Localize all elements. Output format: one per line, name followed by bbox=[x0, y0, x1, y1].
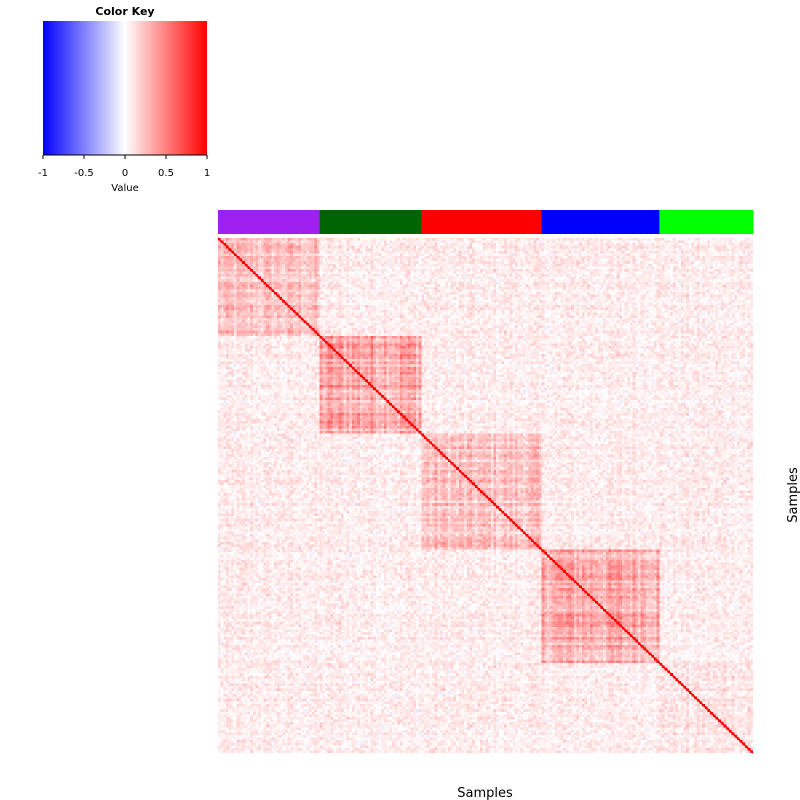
color-key-title: Color Key bbox=[95, 5, 154, 18]
x-axis-label: Samples bbox=[457, 786, 513, 800]
color-key-tick-label: -1 bbox=[38, 168, 48, 179]
sample-group-bar-3 bbox=[421, 210, 543, 234]
y-axis-label: Samples bbox=[786, 467, 800, 523]
color-key-gradient bbox=[43, 21, 207, 155]
color-key-tick-label: 1 bbox=[204, 168, 210, 179]
sample-group-bar-1 bbox=[218, 210, 321, 234]
color-key-tick-label: 0 bbox=[122, 168, 128, 179]
diagonal-line bbox=[217, 237, 754, 754]
color-key-ticks: -1 -0.5 0 0.5 1 bbox=[38, 155, 210, 179]
sample-group-color-bar bbox=[218, 210, 754, 234]
heatmap-diagonal bbox=[217, 237, 754, 754]
color-key-tick-label: -0.5 bbox=[74, 168, 94, 179]
sample-group-bar-4 bbox=[541, 210, 660, 234]
sample-group-bar-5 bbox=[659, 210, 754, 234]
color-key-value-label: Value bbox=[111, 183, 138, 194]
color-key-tick-label: 0.5 bbox=[158, 168, 174, 179]
sample-group-bar-2 bbox=[319, 210, 422, 234]
color-key: Color Key -1 -0.5 0 0.5 1 Value bbox=[38, 5, 210, 194]
